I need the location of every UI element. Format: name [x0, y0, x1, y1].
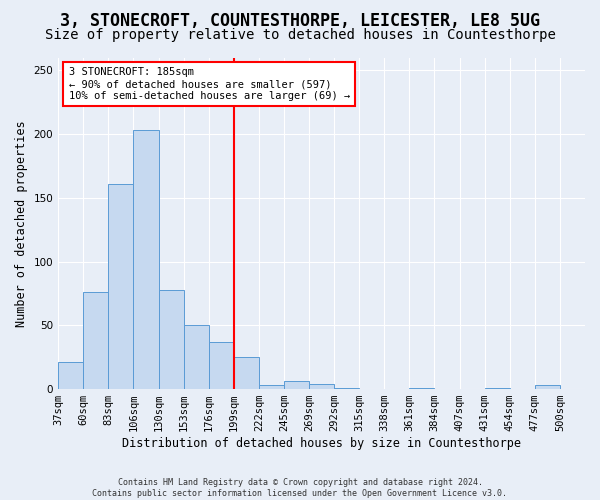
Bar	[234, 357, 259, 389]
Y-axis label: Number of detached properties: Number of detached properties	[15, 120, 28, 326]
Text: Size of property relative to detached houses in Countesthorpe: Size of property relative to detached ho…	[44, 28, 556, 42]
Bar	[259, 386, 284, 389]
Bar	[409, 388, 434, 389]
Text: 3 STONECROFT: 185sqm
← 90% of detached houses are smaller (597)
10% of semi-deta: 3 STONECROFT: 185sqm ← 90% of detached h…	[69, 68, 350, 100]
Text: 3, STONECROFT, COUNTESTHORPE, LEICESTER, LE8 5UG: 3, STONECROFT, COUNTESTHORPE, LEICESTER,…	[60, 12, 540, 30]
Bar	[109, 184, 133, 389]
Bar	[535, 386, 560, 389]
Bar	[334, 388, 359, 389]
Bar	[485, 388, 510, 389]
Bar	[309, 384, 334, 389]
Bar	[133, 130, 158, 389]
Bar	[184, 326, 209, 389]
Bar	[284, 382, 309, 389]
Text: Contains HM Land Registry data © Crown copyright and database right 2024.
Contai: Contains HM Land Registry data © Crown c…	[92, 478, 508, 498]
Bar	[58, 362, 83, 389]
Bar	[83, 292, 109, 389]
X-axis label: Distribution of detached houses by size in Countesthorpe: Distribution of detached houses by size …	[122, 437, 521, 450]
Bar	[158, 290, 184, 389]
Bar	[209, 342, 234, 389]
